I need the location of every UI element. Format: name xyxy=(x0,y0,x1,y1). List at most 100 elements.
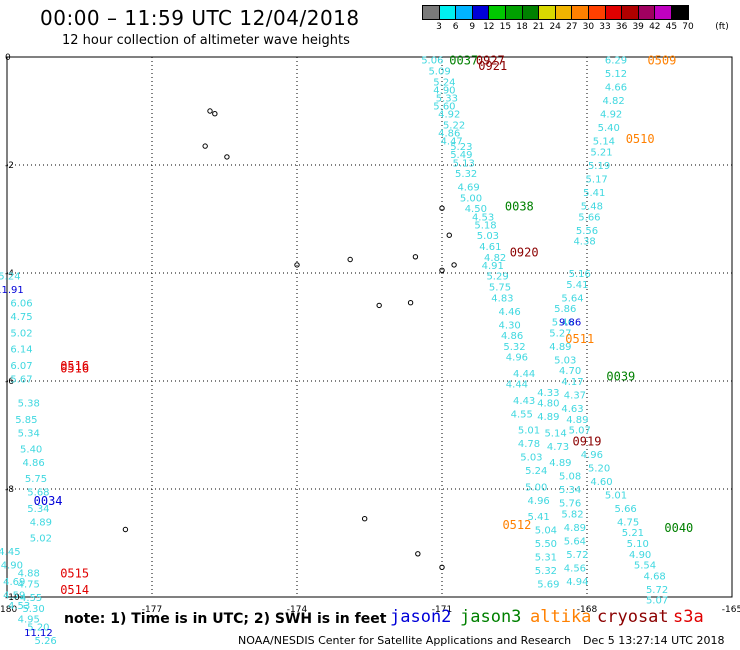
x-tick-label: -180 xyxy=(0,605,17,615)
wave-height-value: 4.66 xyxy=(605,83,627,94)
wave-height-value: 5.14 xyxy=(593,137,615,148)
island-outline xyxy=(407,300,414,306)
island-outline xyxy=(439,267,445,273)
wave-height-value: 4.55 xyxy=(20,593,42,604)
wave-height-value: 5.24 xyxy=(525,466,547,477)
pass-time-label: 0921 xyxy=(478,59,507,73)
x-tick-label: -174 xyxy=(287,605,308,615)
colorbar-tick-label: 18 xyxy=(516,22,528,32)
wave-height-value: 4.89 xyxy=(30,517,52,528)
wave-height-value: 4.86 xyxy=(438,129,460,140)
wave-height-value: 4.44 xyxy=(513,369,535,380)
wave-height-value: 5.03 xyxy=(520,453,542,464)
wave-height-value: 6.14 xyxy=(10,345,32,356)
wave-height-value: 5.66 xyxy=(578,212,600,223)
wave-height-value: 5.20 xyxy=(27,623,49,634)
wave-height-value: 4.89 xyxy=(549,342,571,353)
wave-height-value: 11.12 xyxy=(24,628,53,639)
wave-height-value: 5.32 xyxy=(503,342,525,353)
wave-height-value: 5.27 xyxy=(549,328,571,339)
wave-height-value: 5.14 xyxy=(544,428,566,439)
wave-height-value: 4.92 xyxy=(438,110,460,121)
wave-height-value: 4.37 xyxy=(564,391,586,402)
wave-height-value: 4.63 xyxy=(561,404,583,415)
wave-height-value: 6.07 xyxy=(10,361,32,372)
wave-height-value: 5.01 xyxy=(518,426,540,437)
wave-height-value: 5.76 xyxy=(559,499,581,510)
wave-height-value: 4.70 xyxy=(559,366,581,377)
wave-height-value: 4.95 xyxy=(18,615,40,626)
page-title: 00:00 – 11:59 UTC 12/04/2018 xyxy=(40,6,360,30)
wave-height-value: 5.19 xyxy=(588,161,610,172)
wave-height-value: 5.41 xyxy=(583,188,605,199)
wave-height-value: 4.96 xyxy=(528,496,550,507)
wave-height-value: 4.83 xyxy=(491,293,513,304)
wave-height-value: 5.06 xyxy=(421,56,443,67)
wave-height-value: 5.21 xyxy=(622,528,644,539)
legend-item-jason2: jason2 xyxy=(390,607,452,627)
wave-height-value: 4.30 xyxy=(499,320,521,331)
wave-height-value: 4.47 xyxy=(441,137,463,148)
wave-height-value: 4.89 xyxy=(549,458,571,469)
legend-item-s3a: s3a xyxy=(673,607,704,627)
wave-height-value: 5.40 xyxy=(598,123,620,134)
wave-height-value: 5.21 xyxy=(590,148,612,159)
wave-height-value: 5.32 xyxy=(455,169,477,180)
wave-height-value: 4.59 xyxy=(3,590,25,601)
wave-height-value: 4.45 xyxy=(0,547,21,558)
wave-height-value: 5.00 xyxy=(525,482,547,493)
wave-height-value: 4.69 xyxy=(3,577,25,588)
wave-height-value: 5.24 xyxy=(0,272,21,283)
wave-height-value: 5.48 xyxy=(581,202,603,213)
wave-height-value: 5.50 xyxy=(535,539,557,550)
wave-height-value: 5.04 xyxy=(535,526,557,537)
wave-height-value: 5.46 xyxy=(552,318,574,329)
colorbar-tick-label: 3 xyxy=(436,22,442,32)
wave-height-value: 4.44 xyxy=(506,380,528,391)
pass-time-label: 0927 xyxy=(476,54,505,68)
wave-height-value: 5.38 xyxy=(18,399,40,410)
wave-height-value: 4.82 xyxy=(602,96,624,107)
wave-height-value: 4.96 xyxy=(581,450,603,461)
wave-height-value: 5.64 xyxy=(564,536,586,547)
wave-height-value: 5.18 xyxy=(474,220,496,231)
legend-item-cryosat: cryosat xyxy=(597,607,669,627)
colorbar-tick-label: 36 xyxy=(615,22,628,32)
wave-height-value: 5.86 xyxy=(554,304,576,315)
pass-time-label: 0510 xyxy=(626,132,655,146)
island-outline xyxy=(376,302,382,309)
wave-height-value: 4.89 xyxy=(566,415,588,426)
credit-line: NOAA/NESDIS Center for Satellite Applica… xyxy=(238,634,572,647)
island-outline xyxy=(202,143,208,149)
y-tick-label: 0 xyxy=(5,53,11,63)
wave-height-value: 5.29 xyxy=(486,272,508,283)
legend-item-altika: altika xyxy=(530,607,592,627)
wave-height-value: 5.75 xyxy=(25,474,47,485)
page-subtitle: 12 hour collection of altimeter wave hei… xyxy=(62,33,350,48)
wave-height-value: 4.86 xyxy=(22,458,44,469)
wave-height-value: 4.90 xyxy=(433,85,455,96)
generation-timestamp: Dec 5 13:27:14 UTC 2018 xyxy=(583,634,725,647)
wave-height-value: 6.29 xyxy=(605,56,627,67)
wave-height-value: 5.49 xyxy=(450,150,472,161)
pass-time-label: 0509 xyxy=(647,54,676,68)
legend-note: note: 1) Time is in UTC; 2) SWH is in fe… xyxy=(64,611,387,627)
colorbar-tick-label: 70 xyxy=(682,22,694,32)
wave-height-value: 4.53 xyxy=(472,212,494,223)
pass-time-label: 0040 xyxy=(664,521,693,535)
wave-height-value: 5.00 xyxy=(460,193,482,204)
wave-height-value: 5.10 xyxy=(627,539,649,550)
island-outline xyxy=(122,526,129,533)
wave-height-value: 5.07 xyxy=(646,596,668,607)
colorbar-tick-label: 12 xyxy=(483,22,495,32)
wave-height-value: 5.24 xyxy=(433,77,455,88)
island-outline xyxy=(207,108,213,114)
wave-height-value: 4.53 xyxy=(8,601,30,612)
x-tick-label: -171 xyxy=(432,605,452,615)
island-outline xyxy=(224,154,230,160)
y-tick-label: -6 xyxy=(5,377,14,387)
wave-height-value: 5.13 xyxy=(453,158,475,169)
wave-height-value: 5.34 xyxy=(18,428,40,439)
wave-height-value: 9.86 xyxy=(559,318,581,329)
